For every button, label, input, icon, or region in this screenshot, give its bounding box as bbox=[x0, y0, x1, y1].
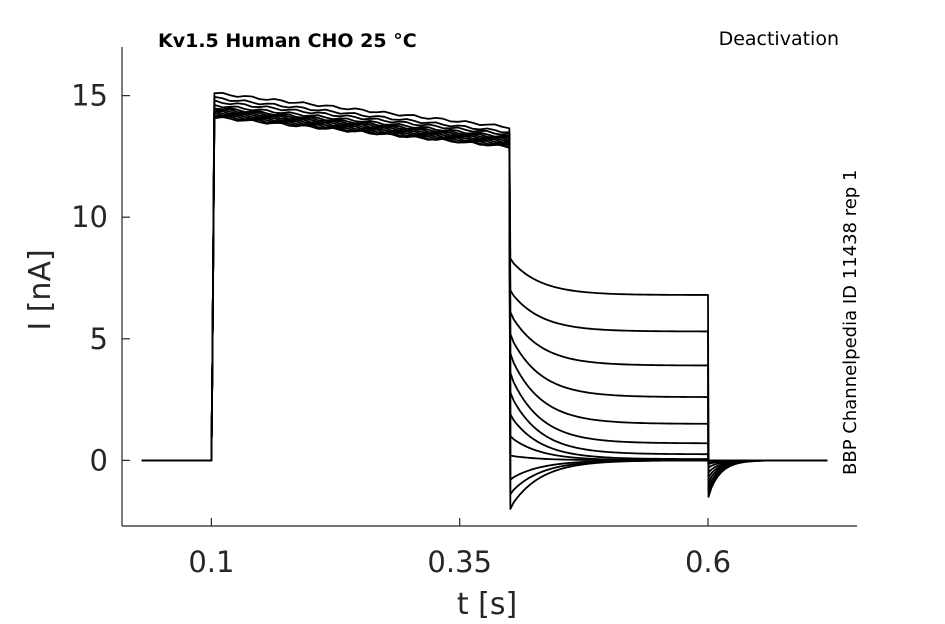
current-sweep-trace bbox=[141, 91, 828, 498]
current-sweep-trace bbox=[141, 109, 828, 465]
current-sweep-trace bbox=[141, 110, 828, 464]
y-axis-label: I [nA] bbox=[23, 249, 58, 330]
current-sweep-trace bbox=[141, 115, 828, 496]
current-sweep-trace bbox=[141, 108, 828, 469]
protocol-label: Deactivation bbox=[719, 28, 839, 50]
x-tick-label: 0.35 bbox=[427, 545, 492, 579]
traces bbox=[141, 91, 828, 510]
y-tick-label: 15 bbox=[71, 79, 108, 113]
x-tick-label: 0.1 bbox=[188, 545, 234, 579]
current-sweep-trace bbox=[141, 106, 828, 479]
axes bbox=[121, 47, 857, 527]
chart-title: Kv1.5 Human CHO 25 °C bbox=[158, 30, 417, 52]
x-ticks: 0.1 0.35 0.6 bbox=[188, 518, 731, 579]
current-sweep-trace bbox=[141, 112, 828, 462]
current-sweep-trace bbox=[141, 108, 828, 474]
current-sweep-trace bbox=[141, 114, 828, 481]
y-tick-label: 10 bbox=[71, 200, 108, 234]
current-sweep-trace bbox=[141, 104, 828, 484]
current-sweep-trace bbox=[141, 116, 828, 510]
x-axis-label: t [s] bbox=[457, 587, 517, 622]
channelpedia-id-label: BBP Channelpedia ID 11438 rep 1 bbox=[840, 170, 861, 475]
x-tick-label: 0.6 bbox=[685, 545, 731, 579]
y-tick-label: 5 bbox=[90, 322, 108, 356]
current-sweep-trace bbox=[141, 96, 828, 493]
y-tick-label: 0 bbox=[90, 443, 108, 477]
y-ticks: 0 5 10 15 bbox=[71, 79, 130, 477]
current-sweep-trace bbox=[141, 99, 828, 488]
